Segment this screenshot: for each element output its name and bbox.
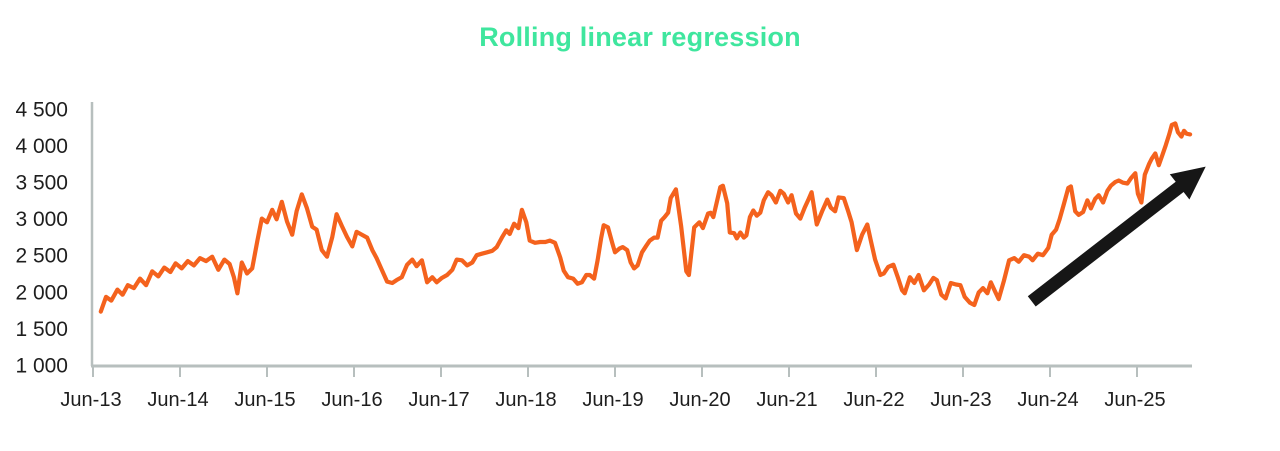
x-axis-labels: Jun-13 Jun-14 Jun-15 Jun-16 Jun-17 Jun-18 Jun-… [60,389,1165,411]
x-tick-label: Jun-15 [234,389,295,411]
x-tick-label: Jun-17 [408,389,469,411]
x-tick-label: Jun-23 [930,389,991,411]
x-tick-label: Jun-14 [147,389,208,411]
y-tick-label: 4 500 [15,98,68,121]
y-tick-label: 3 500 [15,172,68,195]
trend-arrow [1027,166,1206,307]
y-tick-label: 3 000 [15,208,68,231]
y-tick-label: 4 000 [15,135,68,158]
y-tick-label: 2 500 [15,245,68,268]
series-line [98,121,1193,314]
x-tick-label: Jun-24 [1017,389,1078,411]
x-tick-label: Jun-21 [756,389,817,411]
x-tick-label: Jun-22 [843,389,904,411]
x-tick-label: Jun-18 [495,389,556,411]
chart-title: Rolling linear regression [479,22,801,52]
y-tick-label: 1 000 [15,355,68,378]
y-tick-label: 1 500 [15,318,68,341]
x-tick-label: Jun-20 [669,389,730,411]
x-tick-label: Jun-16 [321,389,382,411]
x-tick-label: Jun-13 [60,389,121,411]
x-tick-label: Jun-19 [582,389,643,411]
x-axis-ticks [92,366,1138,377]
x-tick-label: Jun-25 [1104,389,1165,411]
y-axis-labels: 1 000 1 500 2 000 2 500 3 000 3 500 4 000 4 500 [15,98,68,377]
y-tick-label: 2 000 [15,281,68,304]
